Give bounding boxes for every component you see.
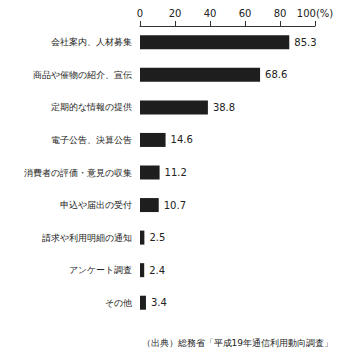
svg-text:0: 0 <box>137 8 143 19</box>
svg-text:定期的な情報の提供: 定期的な情報の提供 <box>51 102 132 112</box>
svg-text:14.6: 14.6 <box>171 134 193 145</box>
svg-text:11.2: 11.2 <box>165 167 187 178</box>
svg-text:60: 60 <box>239 8 252 19</box>
svg-text:68.6: 68.6 <box>265 69 287 80</box>
svg-text:85.3: 85.3 <box>294 37 316 48</box>
svg-text:2.5: 2.5 <box>149 232 165 243</box>
svg-text:（出典）総務省「平成19年通信利用動向調査」: （出典）総務省「平成19年通信利用動向調査」 <box>142 338 333 348</box>
svg-text:10.7: 10.7 <box>164 200 186 211</box>
svg-text:電子公告、決算公告: 電子公告、決算公告 <box>51 135 132 145</box>
svg-text:請求や利用明細の通知: 請求や利用明細の通知 <box>42 233 132 243</box>
svg-text:2.4: 2.4 <box>149 265 165 276</box>
svg-text:商品や催物の紹介、宣伝: 商品や催物の紹介、宣伝 <box>33 70 132 80</box>
svg-text:38.8: 38.8 <box>213 102 235 113</box>
svg-text:その他: その他 <box>105 298 132 308</box>
svg-text:40: 40 <box>204 8 217 19</box>
svg-text:消費者の評価・意見の収集: 消費者の評価・意見の収集 <box>24 168 132 178</box>
svg-text:3.4: 3.4 <box>151 297 167 308</box>
svg-text:申込や届出の受付: 申込や届出の受付 <box>60 200 132 210</box>
svg-text:アンケート調査: アンケート調査 <box>69 265 132 275</box>
svg-text:会社案内、人材募集: 会社案内、人材募集 <box>51 37 132 47</box>
svg-text:20: 20 <box>169 8 182 19</box>
svg-text:100(%): 100(%) <box>297 8 333 19</box>
svg-text:80: 80 <box>274 8 287 19</box>
